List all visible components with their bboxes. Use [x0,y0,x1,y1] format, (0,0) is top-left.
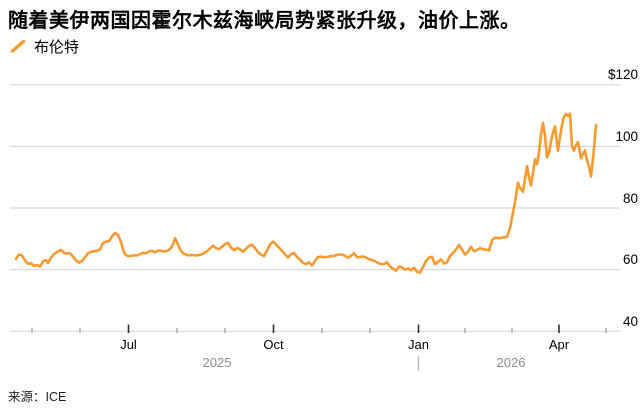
y-axis-label-100: 100 [615,128,638,144]
month-label-Jul: Jul [120,337,137,352]
source-label: 来源：ICE [8,390,67,404]
brent-line-mark-icon [10,39,26,53]
legend-label-brent: 布伦特 [34,39,80,56]
year-label-2025: 2025 [202,355,232,370]
y-axis-label-60: 60 [622,252,638,268]
month-label-Jan: Jan [408,337,429,352]
legend: 布伦特 [10,36,79,57]
month-label-Oct: Oct [263,337,284,352]
y-axis-label-80: 80 [622,190,638,206]
month-label-Apr: Apr [548,337,570,352]
brent-price-line [14,112,598,275]
y-axis-label-40: 40 [622,313,638,329]
year-label-2026: 2026 [496,355,526,370]
y-axis-label-120: $120 [607,67,638,83]
chart-title: 随着美伊两国因霍尔木兹海峡局势紧张升级，油价上涨。 [8,10,521,32]
